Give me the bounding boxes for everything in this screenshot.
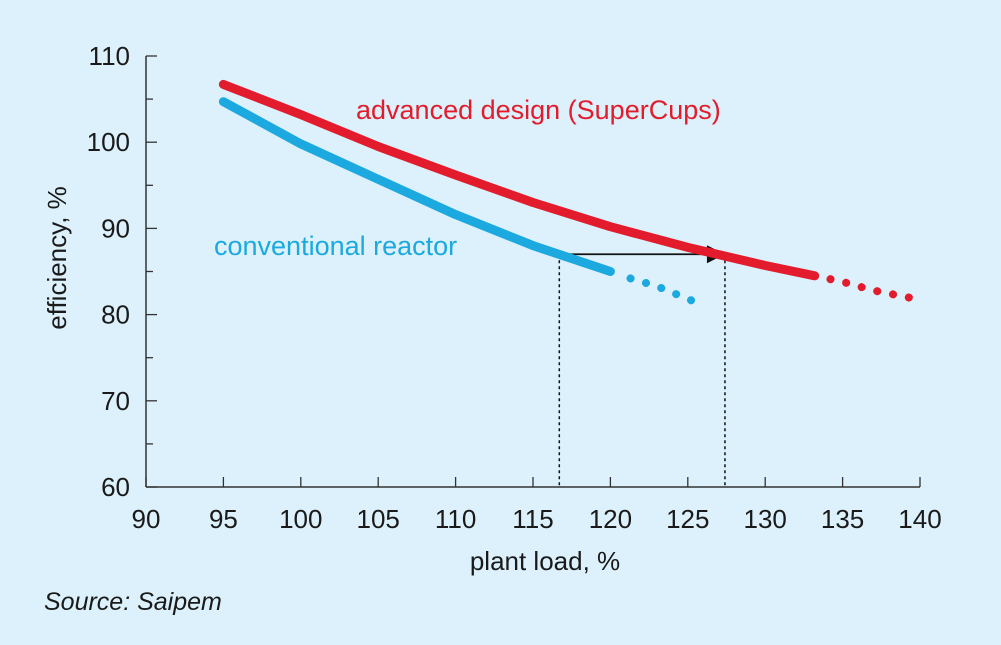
series-line-conventional <box>218 97 615 276</box>
x-tick-label: 110 <box>435 504 476 534</box>
y-tick-label: 90 <box>101 213 130 243</box>
y-tick-label: 60 <box>101 472 130 502</box>
x-tick-label: 95 <box>209 504 238 534</box>
y-tick-label: 70 <box>101 386 130 416</box>
x-tick-label: 100 <box>279 504 322 534</box>
annotations <box>558 245 726 487</box>
axes: 60 70 80 90 100 110 90 95 100 105 110 115 120 125 130 1… <box>87 41 942 534</box>
x-tick-label: 120 <box>589 504 632 534</box>
x-tick-label: 90 <box>132 504 161 534</box>
x-tick-label: 115 <box>512 504 553 534</box>
series-dotted-conventional <box>626 274 697 305</box>
y-axis-title: efficiency, % <box>42 186 72 330</box>
series-layer <box>218 79 917 305</box>
y-tick-label: 80 <box>101 300 130 330</box>
x-tick-label: 130 <box>744 504 787 534</box>
source-note: Source: Saipem <box>44 588 222 616</box>
x-tick-label: 125 <box>666 504 709 534</box>
series-label-conventional: conventional reactor <box>214 231 457 261</box>
x-tick-label: 140 <box>898 504 941 534</box>
y-tick-label: 100 <box>87 127 130 157</box>
series-dotted-advanced <box>810 271 917 303</box>
series-label-advanced: advanced design (SuperCups) <box>356 95 721 125</box>
x-axis-title: plant load, % <box>470 546 620 576</box>
series-line-advanced <box>218 79 820 281</box>
x-tick-label: 135 <box>821 504 864 534</box>
y-tick-label: 110 <box>89 41 130 71</box>
x-tick-label: 105 <box>357 504 400 534</box>
